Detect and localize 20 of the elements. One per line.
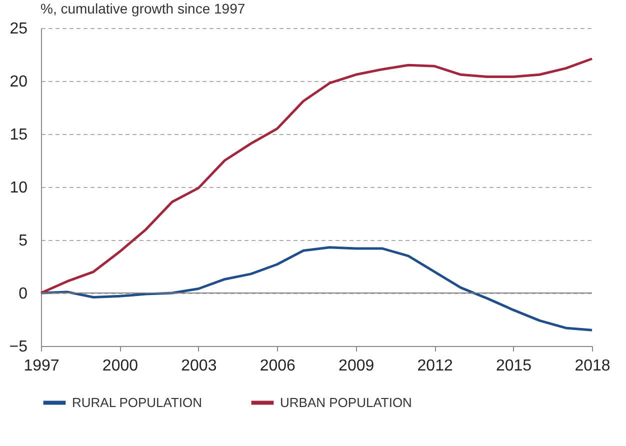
y-tick-label: 0: [18, 286, 28, 302]
x-tick-label: 2006: [260, 358, 296, 374]
x-tick-label: 2018: [574, 358, 610, 374]
y-tick-label: 25: [10, 20, 28, 38]
x-tick-label: 2009: [338, 358, 374, 374]
legend-label: RURAL POPULATION: [72, 394, 202, 410]
y-tick-label: −5: [9, 338, 28, 356]
x-tick-label: 2015: [496, 358, 532, 374]
line-series: [40, 57, 594, 294]
x-tick-label: 2003: [181, 358, 217, 374]
line-series: [40, 246, 594, 332]
y-tick-label: 15: [10, 126, 28, 144]
x-tick-label: 2000: [102, 358, 138, 374]
y-tick-label: 20: [10, 74, 28, 90]
y-tick-label: 5: [18, 232, 28, 250]
legend-label: URBAN POPULATION: [280, 394, 412, 410]
y-tick-label: 10: [10, 180, 28, 196]
x-tick-label: 2012: [417, 358, 453, 374]
x-tick-label: 1997: [24, 358, 60, 374]
y-axis-title: %, cumulative growth since 1997: [40, 0, 246, 16]
